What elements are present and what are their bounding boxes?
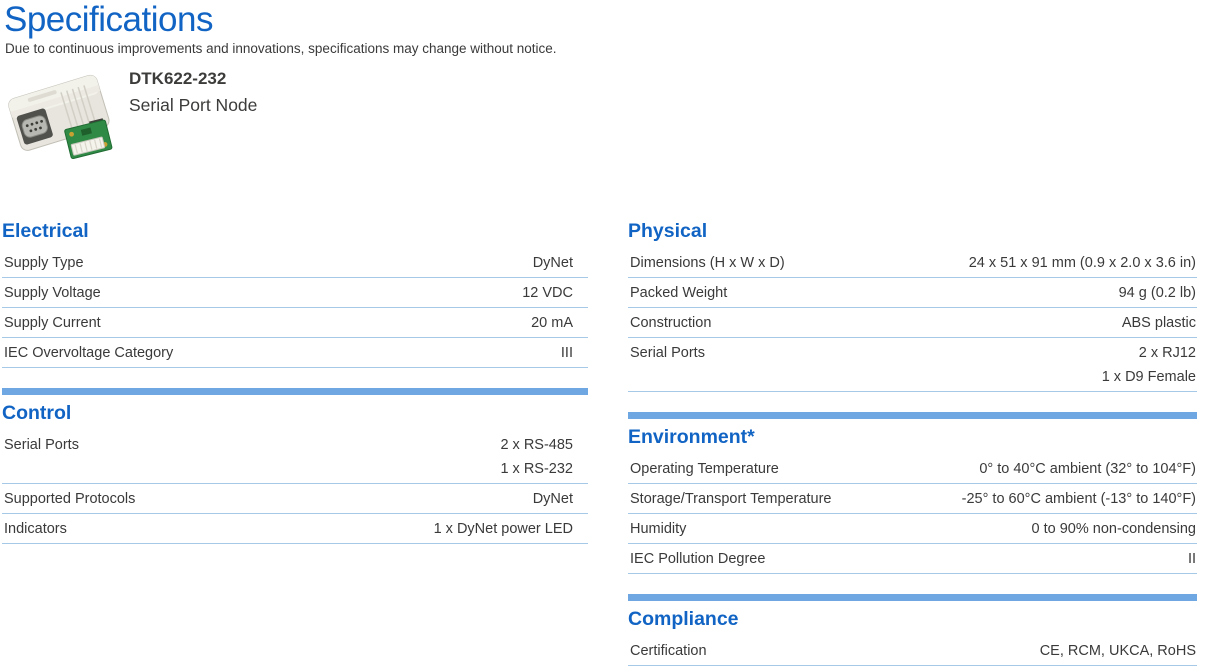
spec-value-line: 0° to 40°C ambient (32° to 104°F) [979,461,1196,477]
spec-label: Supply Current [4,315,101,331]
spec-value: 0 to 90% non-condensing [1032,517,1197,541]
spec-section-electrical: Electrical Supply Type DyNet Supply Voltage… [2,220,588,368]
spec-value-line: 20 mA [531,315,573,331]
section-divider-bar [628,412,1197,419]
page-title: Specifications [4,0,213,39]
spec-value-line: II [1187,551,1196,567]
spec-row: Humidity 0 to 90% non-condensing [628,514,1197,544]
spec-row: IEC Pollution Degree II [628,544,1197,574]
spec-value-line: 24 x 51 x 91 mm (0.9 x 2.0 x 3.6 in) [968,255,1196,271]
spec-value-line: 2 x RS-485 [500,437,573,453]
section-heading: Electrical [2,220,89,242]
spec-row: IEC Overvoltage Category III [2,338,588,368]
spec-label: Supported Protocols [4,491,136,507]
spec-value-line: CE, RCM, UKCA, RoHS [1039,643,1196,659]
spec-label: Dimensions (H x W x D) [630,255,785,271]
spec-value: 0° to 40°C ambient (32° to 104°F) [979,457,1197,481]
spec-row: Supported Protocols DyNet [2,484,588,514]
spec-value: -25° to 60°C ambient (-13° to 140°F) [962,487,1197,511]
product-text: DTK622-232 Serial Port Node [129,64,257,116]
spec-row: Construction ABS plastic [628,308,1197,338]
spec-value: II [1188,547,1197,571]
spec-section-environment: Environment* Operating Temperature 0° to 4… [628,412,1197,574]
spec-column-right: Physical Dimensions (H x W x D) 24 x 51 x … [628,220,1197,666]
spec-row: Supply Type DyNet [2,248,588,278]
spec-label: Serial Ports [4,437,79,453]
product-model: DTK622-232 [129,69,227,88]
spec-label: Supply Voltage [4,285,101,301]
spec-value-line: DyNet [532,255,573,271]
product-block: DTK622-232 Serial Port Node [2,64,257,162]
page-subtitle: Due to continuous improvements and innov… [5,41,557,56]
spec-value: DyNet [533,251,588,275]
spec-value-line: 1 x D9 Female [1101,369,1196,385]
spec-value: 20 mA [531,311,588,335]
spec-value-line: 12 VDC [522,285,573,301]
spec-row: Operating Temperature 0° to 40°C ambient … [628,454,1197,484]
spec-section-compliance: Compliance Certification CE, RCM, UKCA, Ro… [628,594,1197,666]
product-photo [2,64,122,162]
spec-column-left: Electrical Supply Type DyNet Supply Voltage… [2,220,588,544]
spec-value-line: ABS plastic [1121,315,1196,331]
spec-label: Packed Weight [630,285,728,301]
spec-label: Operating Temperature [630,461,779,477]
spec-value: 1 x DyNet power LED [434,517,588,541]
spec-row: Storage/Transport Temperature -25° to 60°… [628,484,1197,514]
spec-value: CE, RCM, UKCA, RoHS [1040,639,1197,663]
spec-label: Supply Type [4,255,84,271]
spec-label: IEC Overvoltage Category [4,345,174,361]
product-name: Serial Port Node [129,95,258,115]
section-heading: Physical [628,220,708,242]
section-heading: Compliance [628,608,739,630]
spec-row: Indicators 1 x DyNet power LED [2,514,588,544]
spec-row: Dimensions (H x W x D) 24 x 51 x 91 mm (0… [628,248,1197,278]
spec-value-line: III [560,345,573,361]
serial-node-device-illustration [8,74,113,160]
section-heading: Control [2,402,72,424]
spec-value: 2 x RS-485 1 x RS-232 [500,433,588,481]
spec-label: Humidity [630,521,687,537]
spec-label: IEC Pollution Degree [630,551,766,567]
spec-label: Indicators [4,521,67,537]
spec-value: DyNet [533,487,588,511]
spec-value-line: 94 g (0.2 lb) [1118,285,1196,301]
spec-label: Construction [630,315,712,331]
spec-row: Supply Current 20 mA [2,308,588,338]
spec-section-control: Control Serial Ports 2 x RS-485 1 x RS-232 S… [2,388,588,544]
spec-value: ABS plastic [1122,311,1197,335]
spec-row: Supply Voltage 12 VDC [2,278,588,308]
spec-label: Serial Ports [630,345,705,361]
spec-value-line: -25° to 60°C ambient (-13° to 140°F) [961,491,1196,507]
spec-label: Certification [630,643,707,659]
spec-value: 24 x 51 x 91 mm (0.9 x 2.0 x 3.6 in) [969,251,1197,275]
spec-value-line: 0 to 90% non-condensing [1031,521,1196,537]
spec-row: Packed Weight 94 g (0.2 lb) [628,278,1197,308]
spec-value: 94 g (0.2 lb) [1119,281,1197,305]
spec-row: Serial Ports 2 x RS-485 1 x RS-232 [2,430,588,484]
spec-section-physical: Physical Dimensions (H x W x D) 24 x 51 x … [628,220,1197,392]
section-divider-bar [2,388,588,395]
spec-row: Serial Ports 2 x RJ12 1 x D9 Female [628,338,1197,392]
spec-value: 12 VDC [522,281,588,305]
spec-value-line: 1 x RS-232 [500,461,573,477]
spec-row: Certification CE, RCM, UKCA, RoHS [628,636,1197,666]
section-heading: Environment* [628,426,755,448]
spec-value: III [561,341,588,365]
section-divider-bar [628,594,1197,601]
spec-value-line: DyNet [532,491,573,507]
spec-value-line: 2 x RJ12 [1138,345,1196,361]
spec-value-line: 1 x DyNet power LED [433,521,573,537]
spec-label: Storage/Transport Temperature [630,491,832,507]
spec-value: 2 x RJ12 1 x D9 Female [1102,341,1197,389]
